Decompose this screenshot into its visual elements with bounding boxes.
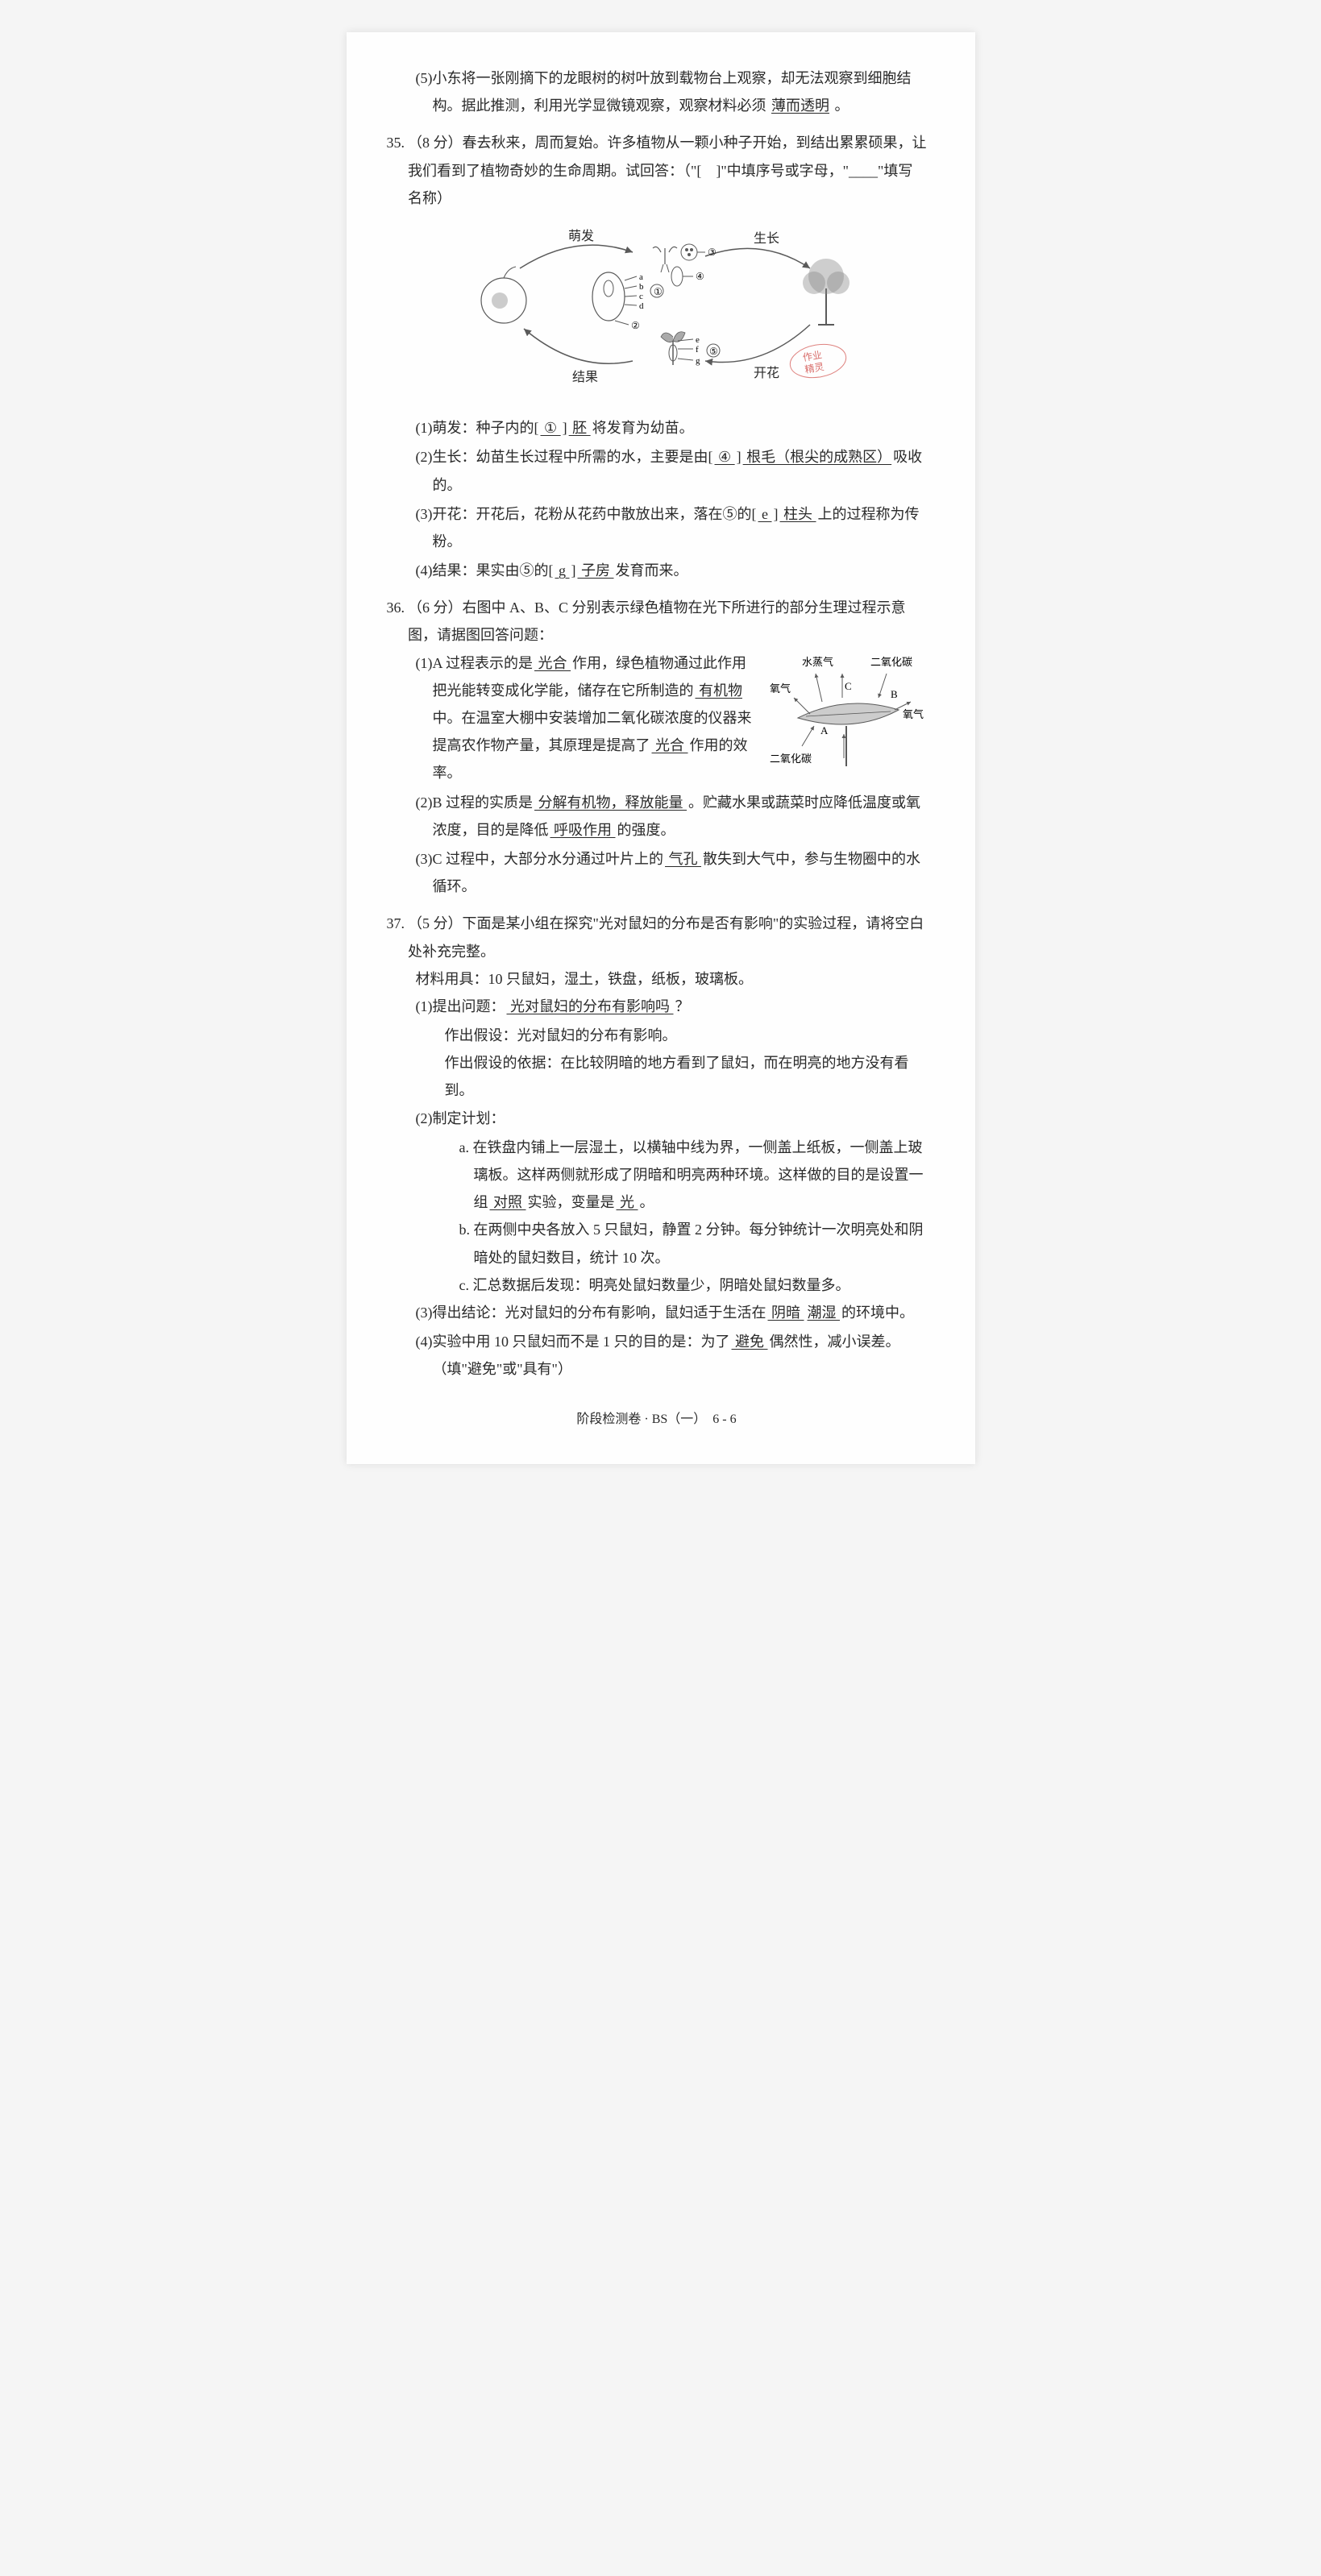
label-circled3: ③ [708,247,717,258]
bracket-answer: e [757,506,774,522]
answer-blank: 薄而透明 [770,97,831,114]
leaf-process-diagram: 水蒸气 二氧化碳 氧气 氧气 二氧化碳 C B [766,649,927,789]
bracket-answer: ① [539,420,563,436]
label-germinate: 萌发 [568,229,594,243]
lifecycle-diagram: 萌发 生长 开花 结果 a b c [387,220,927,406]
label-flower: 开花 [754,366,779,380]
label-A: A [820,724,829,736]
sub-number: (1) [416,414,433,442]
sub-text: 生长：幼苗生长过程中所需的水，主要是由[ ④ ] 根毛（根尖的成熟区）吸收的。 [433,443,927,498]
answer-blank: 光合 [650,737,690,753]
question-head: （8 分）春去秋来，周而复始。许多植物从一颗小种子开始，到结出累累硕果，让我们看… [408,129,927,212]
label-C: C [845,680,852,692]
plan-item-a: a. 在铁盘内铺上一层湿土，以横轴中线为界，一侧盖上纸板，一侧盖上玻璃板。这样两… [416,1134,927,1217]
question-number: 37. [387,910,405,964]
sub-text: 结果：果实由⑤的[ g ] 子房 发育而来。 [433,557,927,584]
label-b: b [639,282,644,292]
sub-number: (2) [416,789,433,844]
label-a: a [639,272,643,282]
sub-text: 开花：开花后，花粉从花药中散放出来，落在⑤的[ e ] 柱头 上的过程称为传粉。 [433,500,927,555]
label-circled4: ④ [696,271,704,282]
sub-number: (5) [416,64,433,119]
page-footer: 阶段检测卷 · BS（一） 6 - 6 [387,1408,927,1432]
answer-blank: 分解有机物，释放能量 [533,794,688,811]
label-circled2: ② [631,320,640,331]
label-co2-top: 二氧化碳 [870,656,912,668]
answer-blank: 柱头 [779,506,818,522]
label-e: e [696,335,700,345]
question-35: 35. （8 分）春去秋来，周而复始。许多植物从一颗小种子开始，到结出累累硕果，… [387,129,927,584]
answer-blank: 对照 [488,1194,528,1210]
sub-text: 小东将一张刚摘下的龙眼树的树叶放到载物台上观察，却无法观察到细胞结构。据此推测，… [433,64,927,119]
sub-number: (3) [416,500,433,555]
label-fruit: 结果 [572,370,598,384]
question-head: （6 分）右图中 A、B、C 分别表示绿色植物在光下所进行的部分生理过程示意图，… [408,594,927,649]
answer-blank: 光对鼠妇的分布有影响吗 [505,998,675,1014]
question-36: 36. （6 分）右图中 A、B、C 分别表示绿色植物在光下所进行的部分生理过程… [387,594,927,900]
sub-text: B 过程的实质是 分解有机物，释放能量 。贮藏水果或蔬菜时应降低温度或氧浓度，目… [433,789,927,844]
question-number: 36. [387,594,405,649]
hypothesis-line: 作出假设：光对鼠妇的分布有影响。 [416,1022,927,1049]
answer-blank: 呼吸作用 [549,822,617,838]
sub-text: C 过程中，大部分水分通过叶片上的 气孔 散失到大气中，参与生物圈中的水循环。 [433,845,927,900]
sub-text: 提出问题： 光对鼠妇的分布有影响吗 ？ [433,993,927,1020]
materials-line: 材料用具：10 只鼠妇，湿土，铁盘，纸板，玻璃板。 [416,965,927,993]
sub-text: 萌发：种子内的[ ① ] 胚 将发育为幼苗。 [433,414,927,442]
question-number: 35. [387,129,405,212]
label-o2-right: 氧气 [903,708,924,720]
bracket-answer: ④ [713,449,737,465]
sub-number: (2) [416,1105,433,1132]
answer-blank: 气孔 [663,851,703,867]
question-34-sub5: (5) 小东将一张刚摘下的龙眼树的树叶放到载物台上观察，却无法观察到细胞结构。据… [387,64,927,119]
sub-number: (4) [416,557,433,584]
label-B: B [891,688,898,700]
answer-blank: 避免 [730,1334,770,1350]
stamp-line2: 精灵 [804,361,825,375]
label-g: g [696,356,700,366]
label-f: f [696,345,699,355]
label-co2-bottom: 二氧化碳 [770,753,812,765]
bracket-answer: g [554,562,571,579]
answer-blank: 胚 [567,420,592,436]
question-head: （5 分）下面是某小组在探究"光对鼠妇的分布是否有影响"的实验过程，请将空白处补… [408,910,927,964]
sub-number: (1) [416,649,433,787]
sub-number: (3) [416,845,433,900]
answer-blank: 阴暗 [766,1305,806,1321]
answer-blank: 根毛（根尖的成熟区） [742,449,894,465]
sub-number: (4) [416,1328,433,1383]
sub-number: (2) [416,443,433,498]
basis-line: 作出假设的依据：在比较阴暗的地方看到了鼠妇，而在明亮的地方没有看到。 [416,1049,927,1104]
label-c: c [639,292,643,301]
plan-item-c: c. 汇总数据后发现：明亮处鼠妇数量少，阴暗处鼠妇数量多。 [416,1271,927,1299]
sub-text: 实验中用 10 只鼠妇而不是 1 只的目的是：为了 避免 偶然性，减小误差。（填… [433,1328,927,1383]
label-vapor: 水蒸气 [802,656,833,668]
sub-number: (1) [416,993,433,1020]
sub-number: (3) [416,1299,433,1326]
sub-text: 得出结论：光对鼠妇的分布有影响，鼠妇适于生活在 阴暗 潮湿 的环境中。 [433,1299,927,1326]
answer-blank: 有机物 [694,682,745,699]
label-o2-left: 氧气 [770,682,791,695]
answer-blank: 光 [615,1194,640,1210]
plan-item-b: b. 在两侧中央各放入 5 只鼠妇，静置 2 分钟。每分钟统计一次明亮处和阴暗处… [416,1216,927,1271]
label-circled5: ⑤ [709,346,718,357]
label-grow: 生长 [754,231,779,246]
answer-blank: 潮湿 [806,1305,842,1321]
label-d: d [639,301,644,311]
sub-text: 制定计划： [433,1105,927,1132]
answer-blank: 子房 [576,562,616,579]
answer-blank: 光合 [533,655,572,671]
exam-page: (5) 小东将一张刚摘下的龙眼树的树叶放到载物台上观察，却无法观察到细胞结构。据… [347,32,975,1464]
label-circled1: ① [654,286,663,297]
sub-text: A 过程表示的是 光合 作用，绿色植物通过此作用把光能转变成化学能，储存在它所制… [433,649,758,787]
question-37: 37. （5 分）下面是某小组在探究"光对鼠妇的分布是否有影响"的实验过程，请将… [387,910,927,1383]
